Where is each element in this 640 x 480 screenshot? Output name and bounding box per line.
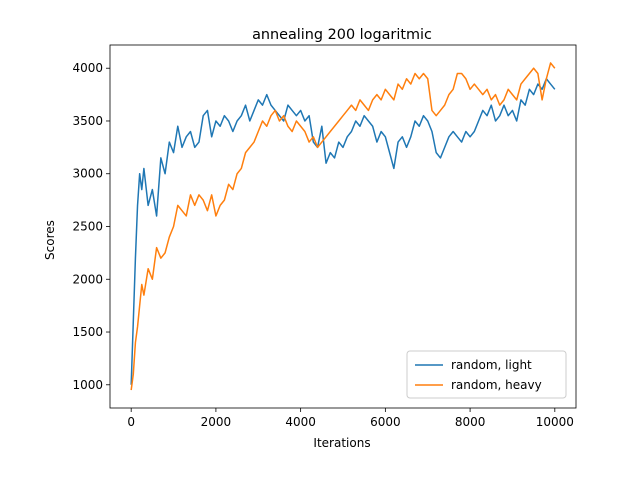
legend-box (406, 350, 567, 399)
series-line-1 (130, 62, 556, 391)
y-axis-label: Scores (43, 220, 57, 260)
y-tick-label-1: 1500 (72, 325, 103, 339)
x-tick-label-4: 8000 (455, 415, 486, 429)
x-tick-label-1: 2000 (201, 415, 232, 429)
series-line-0 (130, 78, 556, 385)
y-tick-label-5: 3500 (72, 114, 103, 128)
y-tick-label-4: 3000 (72, 167, 103, 181)
legend-label-1: random, heavy (451, 378, 542, 392)
y-tick-label-0: 1000 (72, 378, 103, 392)
y-tick-label-6: 4000 (72, 61, 103, 75)
y-tick-label-3: 2500 (72, 220, 103, 234)
x-tick-label-5: 10000 (536, 415, 574, 429)
x-tick-label-2: 4000 (285, 415, 316, 429)
x-axis-label: Iterations (313, 436, 370, 450)
legend: random, light random, heavy (406, 350, 567, 399)
x-tick-label-0: 0 (127, 415, 135, 429)
plot-area: 0 2000 4000 6000 8000 10000 1000 1500 2000 2500 30… (72, 44, 577, 429)
chart-title: annealing 200 logaritmic (252, 27, 432, 43)
x-tick-label-3: 6000 (370, 415, 401, 429)
y-tick-label-2: 2000 (72, 272, 103, 286)
legend-label-0: random, light (451, 358, 532, 372)
